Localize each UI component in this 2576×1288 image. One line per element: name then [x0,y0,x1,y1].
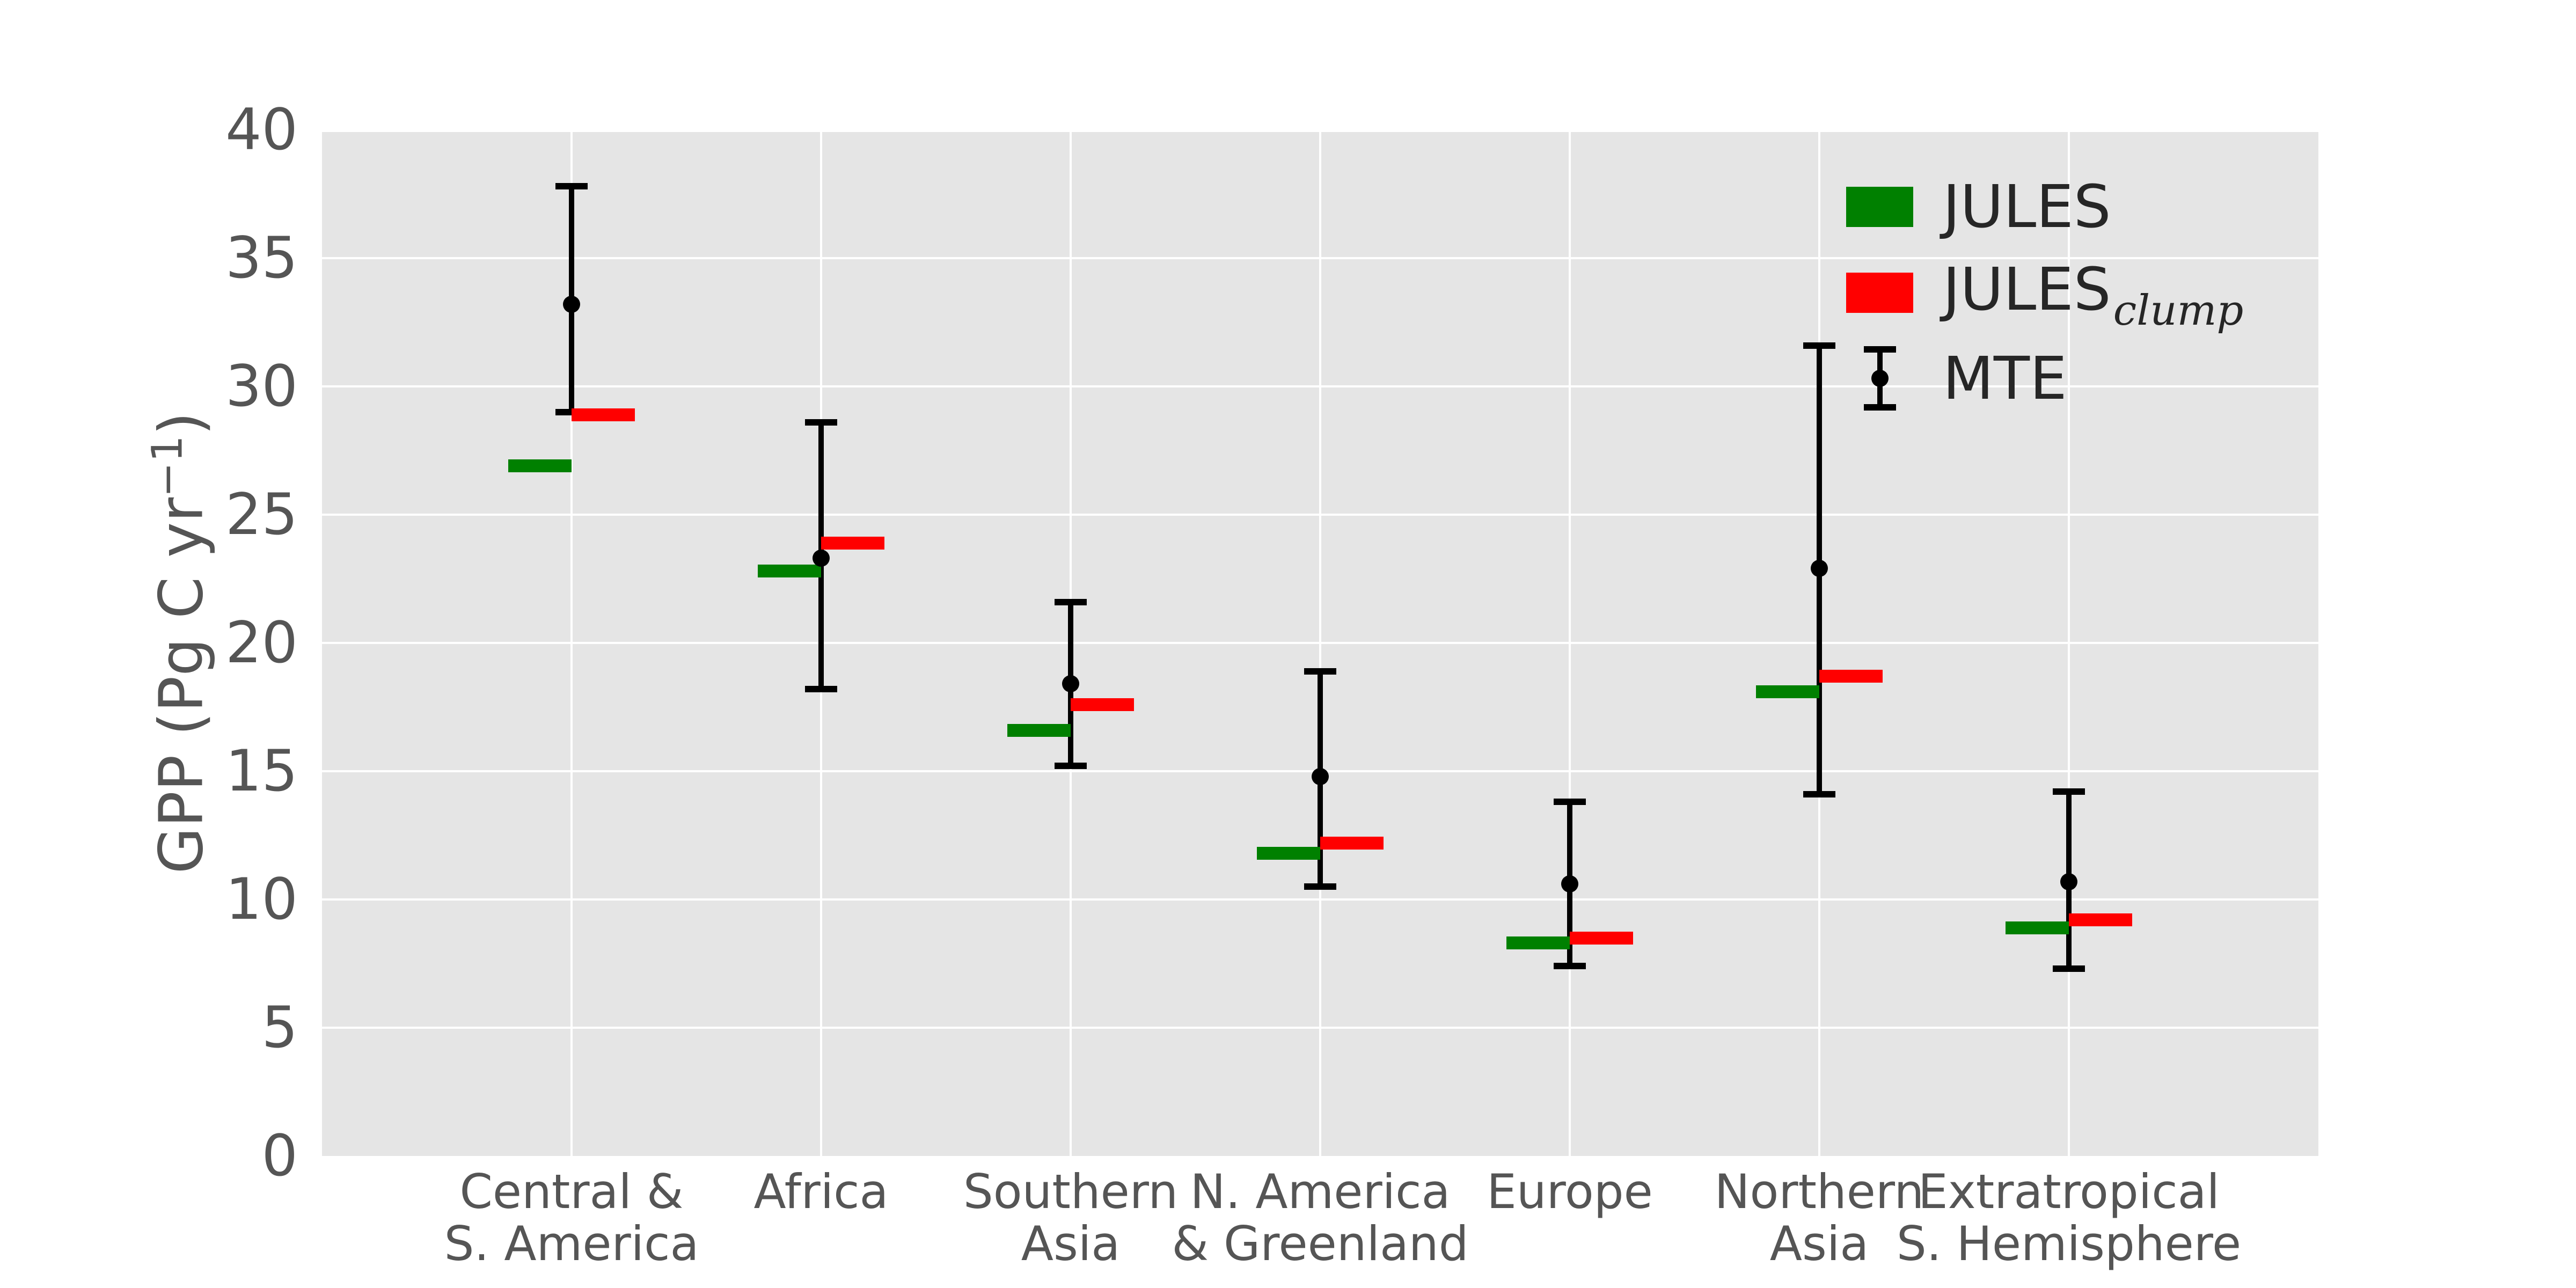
jules-clump-bar [1320,836,1384,850]
jules-clump-bar [821,536,884,550]
x-tick-label-line: Southern [963,1164,1179,1219]
x-tick-label-line: & Greenland [1172,1216,1469,1271]
jules-bar [1506,936,1570,950]
x-tick-label: Africa [580,1166,1063,1218]
jules-bar [758,565,821,578]
mte-errorbar-cap-top [1055,598,1087,605]
x-tick-label-line: S. America [444,1216,699,1271]
jules-bar [1257,846,1320,860]
x-tick-label-line: Asia [1021,1216,1121,1271]
mte-legend-errorbar-cap-top [1864,346,1896,353]
y-tick-label: 35 [225,225,298,291]
mte-legend-marker [1846,346,1913,411]
mte-errorbar-cap-bottom [1554,963,1586,970]
jules-bar [1756,685,1819,698]
x-tick-label: Extratropical S. Hemisphere [1827,1166,2310,1270]
x-tick-label-line: Central & [459,1164,684,1219]
jules-clump-bar [2069,913,2132,927]
mte-errorbar-cap-top [1803,342,1835,349]
gridline-vertical [1569,130,1571,1156]
x-tick-label: Northern Asia [1578,1166,2061,1270]
y-tick-label: 0 [261,1123,298,1189]
mte-errorbar-cap-bottom [1304,883,1336,890]
x-tick-label: Southern Asia [829,1166,1312,1270]
legend-label-jules-clump: JULESclump [1943,260,2243,335]
jules-clump-bar [1570,931,1633,945]
mte-point [813,550,830,567]
jules-bar [508,459,572,473]
y-tick-label: 20 [225,610,298,676]
legend-label-jules: JULES [1943,172,2111,241]
legend-row-mte: MTE [1846,344,2067,413]
mte-point [1561,875,1578,893]
x-tick-label-line: Extratropical [1918,1164,2220,1219]
y-axis-title-close: ) [147,412,217,436]
mte-errorbar-cap-bottom [1055,763,1087,770]
x-tick-label: Central & S. America [330,1166,813,1270]
legend-row-jules: JULES [1846,177,2111,236]
mte-point [563,296,580,313]
jules-swatch [1846,186,1913,227]
mte-point [1062,675,1079,693]
y-tick-label: 5 [261,994,298,1060]
jules-clump-bar [1071,698,1134,711]
x-tick-label-line: Asia [1769,1216,1869,1271]
y-tick-label: 10 [225,866,298,932]
jules-bar [1007,723,1071,737]
mte-point [2060,873,2077,890]
mte-errorbar-cap-top [1304,668,1336,675]
y-tick-label: 40 [225,97,298,163]
x-tick-label-line: Europe [1487,1164,1653,1219]
mte-point [1312,767,1329,785]
x-tick-label-line: S. Hemisphere [1896,1216,2242,1271]
jules-clump-bar [1819,670,1883,683]
x-tick-label: Europe [1328,1166,1811,1218]
x-tick-label-line: Africa [753,1164,889,1219]
y-tick-label: 30 [225,353,298,419]
mte-point [1811,560,1828,577]
gridline-vertical [570,130,573,1156]
legend-label-jules-clump-base: JULES [1943,255,2111,324]
gridline-vertical [1319,130,1321,1156]
y-tick-label: 25 [225,481,298,547]
gridline-vertical [2068,130,2070,1156]
jules-clump-bar [572,408,635,421]
mte-errorbar-cap-top [555,183,588,190]
plot-area [322,130,2318,1156]
mte-errorbar-cap-bottom [2053,965,2085,972]
mte-errorbar-cap-bottom [1803,791,1835,798]
mte-legend-point [1871,370,1889,387]
legend-row-jules-clump: JULESclump [1846,260,2243,335]
mte-errorbar-cap-top [2053,788,2085,795]
legend-label-jules-clump-subscript: clump [2113,287,2244,335]
x-tick-label: N. America & Greenland [1079,1166,1562,1270]
legend-label-mte: MTE [1943,344,2067,413]
jules-clump-swatch [1846,272,1913,313]
jules-bar [2006,921,2069,934]
mte-errorbar-cap-bottom [805,686,837,693]
x-tick-label-line: N. America [1190,1164,1451,1219]
x-tick-label-line: Northern [1714,1164,1924,1219]
mte-legend-errorbar-cap-bottom [1864,404,1896,411]
mte-errorbar-cap-top [805,419,837,426]
mte-errorbar-cap-top [1554,799,1586,806]
y-tick-label: 15 [225,738,298,804]
y-axis-title-text: GPP (Pg C yr [147,497,217,874]
